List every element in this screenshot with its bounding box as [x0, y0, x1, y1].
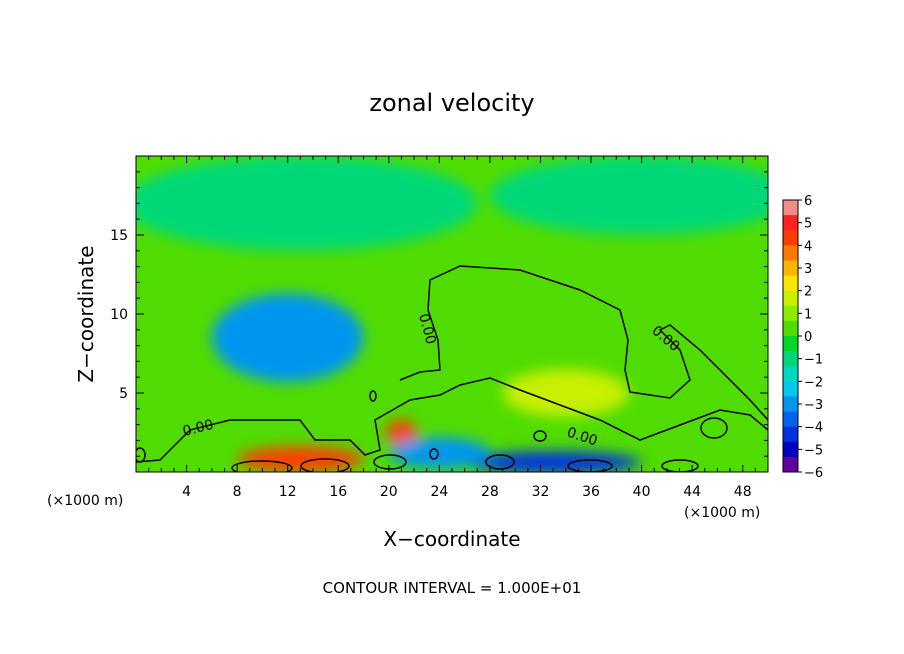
y-tick-label: 10 [110, 307, 128, 323]
y-tick-label: 5 [119, 386, 128, 402]
field-feature [386, 419, 417, 446]
colorbar-cell [783, 426, 798, 443]
colorbar-cell [783, 411, 798, 428]
colorbar-cell [783, 275, 798, 292]
colorbar-cell [783, 456, 798, 473]
contour-label: 0.00 [181, 417, 215, 440]
x-tick-label: 12 [279, 484, 297, 500]
x-tick-label: 20 [380, 484, 398, 500]
field-feature [237, 446, 364, 472]
colorbar-cell [783, 305, 798, 322]
plot-area: 0.00 0.00 0.00 0.00 [135, 155, 769, 473]
field-feature [489, 156, 768, 235]
zero-contours [136, 265, 768, 472]
colorbar-cell [783, 260, 798, 277]
chart-title: zonal velocity [369, 89, 534, 117]
colorbar-labels: 6 5 4 3 2 1 0 −1 −2 −3 −4 −5 −6 [798, 194, 823, 481]
colorbar-cell [783, 230, 798, 246]
colorbar-label: −5 [804, 443, 823, 458]
contour-loop [485, 454, 515, 470]
colorbar-cell [783, 351, 798, 367]
x-tick-label: 16 [329, 484, 347, 500]
contour-loop [567, 459, 613, 472]
colorbar-cell [783, 336, 798, 352]
colorbar: 6 5 4 3 2 1 0 −1 −2 −3 −4 −5 −6 [782, 194, 823, 481]
x-tick-label: 8 [233, 484, 242, 500]
contour-loop [533, 430, 547, 442]
x-tick-label: 32 [532, 484, 550, 500]
x-tick-label: 24 [430, 484, 448, 500]
colorbar-cell [783, 245, 798, 261]
axis-ticks [136, 156, 768, 472]
field-feature [388, 437, 490, 469]
contour-loop [136, 447, 146, 463]
contour-line-upper [399, 265, 768, 421]
colorbar-label: 3 [804, 262, 812, 277]
colorbar-cell [783, 200, 798, 216]
colorbar-cell [783, 396, 798, 413]
y-tick-labels: 5 10 15 [110, 228, 128, 402]
colorbar-label: −6 [804, 466, 823, 481]
contour-loop [369, 390, 377, 402]
x-tick-label: 40 [633, 484, 651, 500]
colorbar-cell [783, 215, 798, 231]
contour-loop [661, 459, 699, 472]
x-axis-title: X−coordinate [383, 527, 520, 551]
field-feature [211, 293, 364, 382]
contour-loop [373, 454, 407, 470]
colorbar-label: 2 [804, 285, 812, 300]
colorbar-label: −2 [804, 375, 823, 390]
colorbar-cell [783, 320, 798, 337]
y-axis-title: Z−coordinate [74, 245, 98, 382]
x-tick-labels: 4 8 12 16 20 24 28 32 36 40 44 48 [182, 484, 752, 500]
contour-line-lower [136, 377, 768, 463]
colorbar-label: 6 [804, 194, 812, 209]
contour-label: 0.00 [415, 312, 439, 346]
contour-loop [300, 458, 350, 472]
field-feature [136, 156, 478, 251]
field-feature [502, 369, 629, 417]
x-tick-label: 4 [182, 484, 191, 500]
colorbar-cell [783, 441, 798, 458]
colorbar-label: −3 [804, 398, 823, 413]
colorbar-cells [783, 200, 798, 473]
colorbar-cell [783, 290, 798, 307]
colorbar-cell [783, 381, 798, 397]
colorbar-label: 5 [804, 217, 812, 232]
colorbar-label: 1 [804, 307, 812, 322]
x-tick-label: 44 [683, 484, 701, 500]
colorbar-label: −4 [804, 421, 823, 436]
colorbar-cell [783, 366, 798, 382]
colorbar-label: −1 [804, 353, 823, 368]
colorbar-label: 0 [804, 330, 812, 345]
x-unit-label-left: (×1000 m) [47, 493, 123, 509]
y-tick-label: 15 [110, 228, 128, 244]
contour-loop [231, 460, 293, 472]
contour-loop [700, 417, 728, 439]
x-tick-label: 28 [481, 484, 499, 500]
contour-labels: 0.00 0.00 0.00 0.00 [181, 312, 682, 450]
contour-loop [429, 448, 439, 460]
x-unit-label-right: (×1000 m) [684, 505, 760, 521]
x-tick-label: 36 [582, 484, 600, 500]
contour-interval-text: CONTOUR INTERVAL = 1.000E+01 [323, 579, 582, 597]
x-tick-label: 48 [734, 484, 752, 500]
colorbar-label: 4 [804, 239, 812, 254]
